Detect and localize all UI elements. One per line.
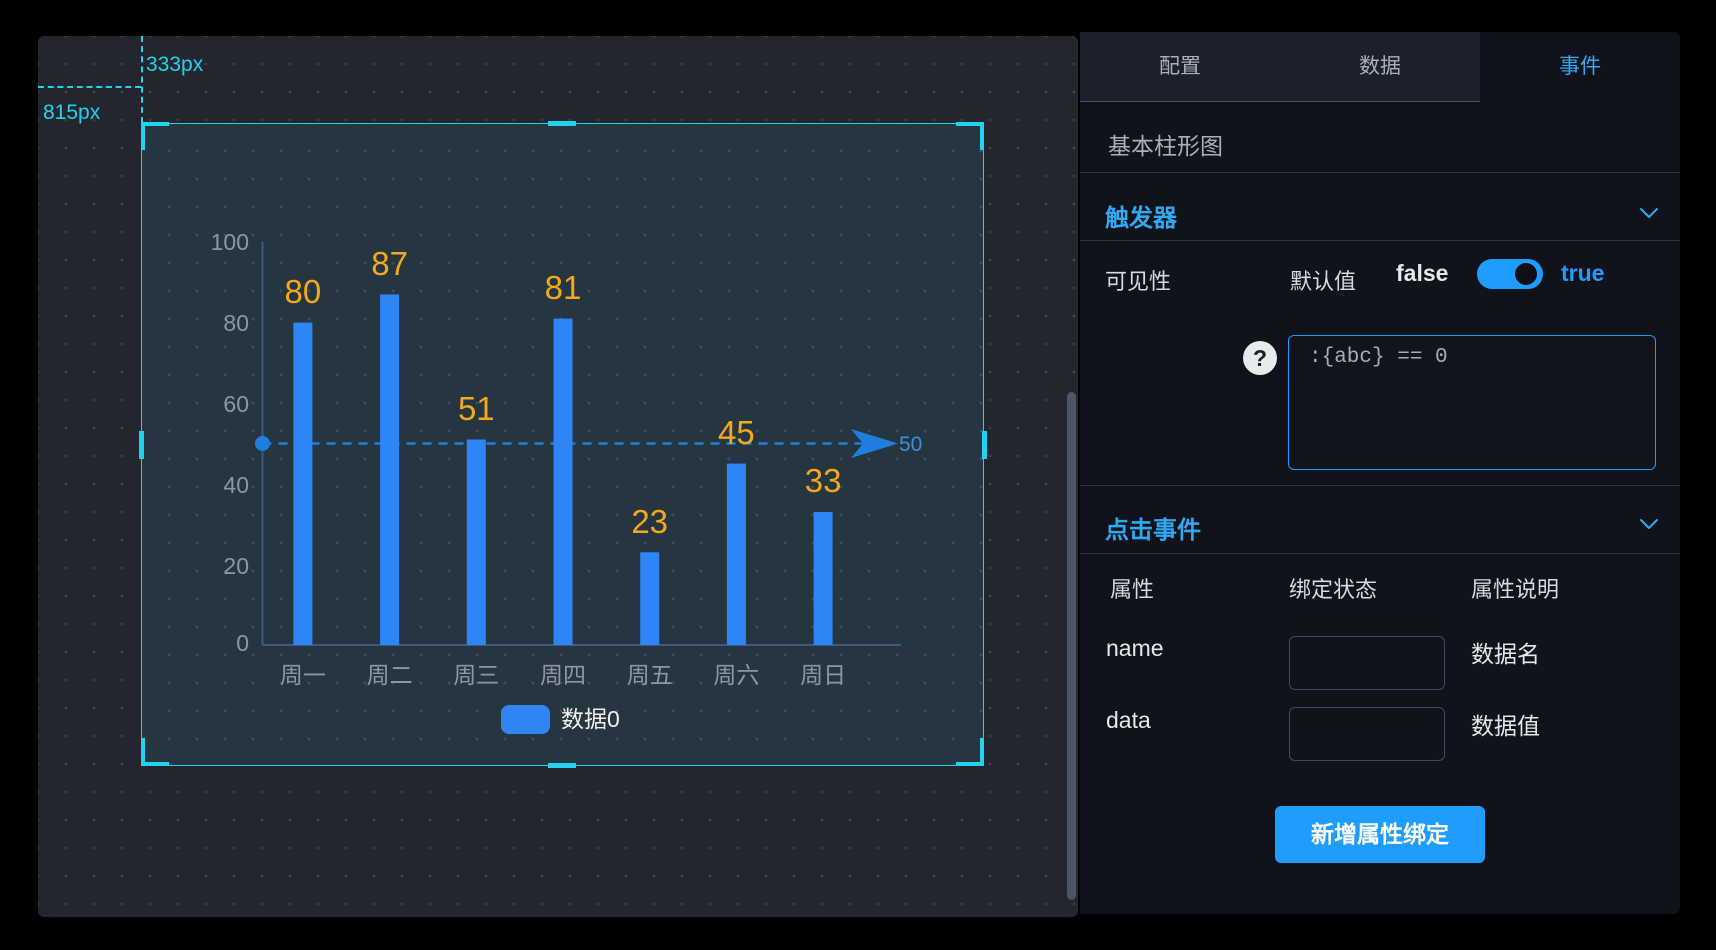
svg-text:周日: 周日 — [800, 662, 846, 688]
svg-text:87: 87 — [371, 245, 408, 282]
svg-text:0: 0 — [236, 630, 249, 656]
svg-text:80: 80 — [285, 273, 322, 310]
svg-text:33: 33 — [805, 462, 842, 499]
svg-text:60: 60 — [223, 391, 249, 417]
svg-text:80: 80 — [223, 310, 249, 336]
svg-text:周二: 周二 — [367, 662, 413, 688]
svg-text:40: 40 — [223, 472, 249, 498]
svg-text:周五: 周五 — [627, 662, 673, 688]
svg-text:81: 81 — [545, 269, 582, 306]
svg-text:20: 20 — [223, 553, 249, 579]
svg-text:23: 23 — [631, 503, 668, 540]
svg-text:51: 51 — [458, 390, 495, 427]
svg-text:周三: 周三 — [453, 662, 499, 688]
svg-text:50: 50 — [899, 433, 922, 456]
svg-text:数据0: 数据0 — [561, 706, 620, 732]
svg-text:周一: 周一 — [280, 662, 326, 688]
svg-text:周六: 周六 — [713, 662, 759, 688]
svg-text:45: 45 — [718, 414, 755, 451]
svg-text:100: 100 — [211, 229, 249, 255]
svg-text:周四: 周四 — [540, 662, 586, 688]
